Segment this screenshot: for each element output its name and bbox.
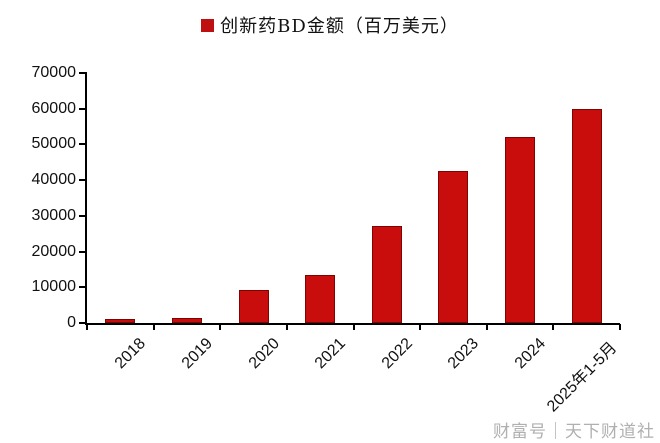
legend-swatch-icon xyxy=(201,18,215,32)
bar-2018 xyxy=(105,319,136,323)
y-axis-label: 30000 xyxy=(31,206,77,224)
y-axis-label: 10000 xyxy=(31,278,77,296)
x-axis-tick xyxy=(552,324,555,330)
y-axis-label: 50000 xyxy=(31,135,77,153)
x-axis-tick xyxy=(619,324,621,330)
bar-2024 xyxy=(505,137,536,323)
y-axis-tick xyxy=(79,322,85,324)
x-axis-tick xyxy=(152,324,155,330)
y-axis-label: 0 xyxy=(67,314,76,331)
x-axis-tick xyxy=(285,324,288,330)
y-axis-tick xyxy=(79,72,85,74)
x-axis-label: 2020 xyxy=(245,335,283,373)
y-axis-tick xyxy=(79,179,85,182)
watermark: 财富号｜天下财道社 xyxy=(493,422,655,441)
y-axis-label: 40000 xyxy=(31,171,77,189)
bar-2023 xyxy=(438,171,469,323)
bar-2021 xyxy=(305,274,336,323)
legend: 创新药BD金额（百万美元） xyxy=(0,12,660,38)
x-axis-tick xyxy=(86,324,88,330)
y-axis-tick xyxy=(79,107,85,110)
x-axis-label: 2024 xyxy=(511,335,550,373)
y-axis-tick xyxy=(79,286,85,289)
x-axis-tick xyxy=(485,324,488,330)
legend-label: 创新药BD金额（百万美元） xyxy=(220,16,459,37)
x-axis-label: 2019 xyxy=(178,335,216,373)
y-axis-tick xyxy=(79,143,85,146)
y-axis-label: 60000 xyxy=(31,99,77,117)
bar-2022 xyxy=(371,225,402,323)
y-axis-label: 70000 xyxy=(31,64,77,81)
bar-2019 xyxy=(171,318,202,323)
x-axis-tick xyxy=(219,324,222,330)
y-axis-tick xyxy=(79,214,85,217)
x-axis-label: 2025年1-5月 xyxy=(543,339,620,416)
x-axis-label: 2022 xyxy=(378,335,416,373)
x-axis-label: 2021 xyxy=(312,335,350,373)
plot-area xyxy=(85,72,620,325)
bar-2025年1-5月 xyxy=(571,108,602,323)
x-axis-tick xyxy=(352,324,355,330)
y-axis-label: 20000 xyxy=(31,242,77,260)
bar-2020 xyxy=(238,290,269,323)
y-axis-tick xyxy=(79,250,85,253)
x-axis-label: 2023 xyxy=(445,335,483,373)
x-axis-label: 2018 xyxy=(112,335,150,373)
x-axis-tick xyxy=(419,324,422,330)
